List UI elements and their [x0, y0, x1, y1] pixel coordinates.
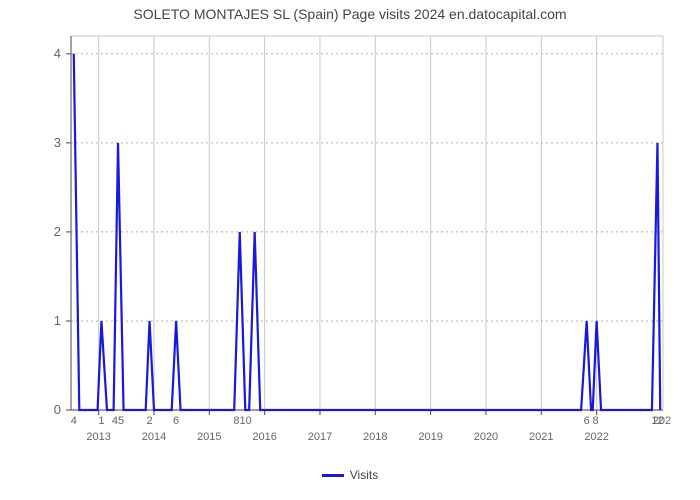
legend-label-visits: Visits: [350, 468, 378, 482]
svg-text:1: 1: [98, 415, 104, 427]
svg-text:2018: 2018: [363, 431, 387, 443]
chart-svg: 0123441452681068122022013201420152016201…: [25, 26, 675, 466]
svg-text:202: 202: [653, 415, 671, 427]
svg-text:4: 4: [71, 415, 77, 427]
svg-text:2016: 2016: [252, 431, 276, 443]
svg-text:2: 2: [54, 224, 61, 239]
svg-text:6: 6: [173, 415, 179, 427]
svg-text:1: 1: [54, 313, 61, 328]
svg-text:2019: 2019: [418, 431, 442, 443]
svg-text:2022: 2022: [584, 431, 608, 443]
svg-text:2: 2: [147, 415, 153, 427]
svg-text:8: 8: [592, 415, 598, 427]
svg-text:2013: 2013: [86, 431, 110, 443]
svg-text:2014: 2014: [142, 431, 166, 443]
svg-text:4: 4: [54, 46, 61, 61]
svg-text:2017: 2017: [308, 431, 332, 443]
visits-chart: 0123441452681068122022013201420152016201…: [25, 26, 675, 466]
svg-text:45: 45: [112, 415, 124, 427]
svg-text:0: 0: [54, 402, 61, 417]
svg-text:6: 6: [584, 415, 590, 427]
svg-text:2020: 2020: [474, 431, 498, 443]
legend: Visits: [322, 468, 378, 482]
legend-swatch-visits: [322, 474, 344, 477]
svg-text:2021: 2021: [529, 431, 553, 443]
chart-title: SOLETO MONTAJES SL (Spain) Page visits 2…: [133, 6, 566, 22]
svg-text:3: 3: [54, 135, 61, 150]
svg-text:810: 810: [233, 415, 251, 427]
svg-text:2015: 2015: [197, 431, 221, 443]
